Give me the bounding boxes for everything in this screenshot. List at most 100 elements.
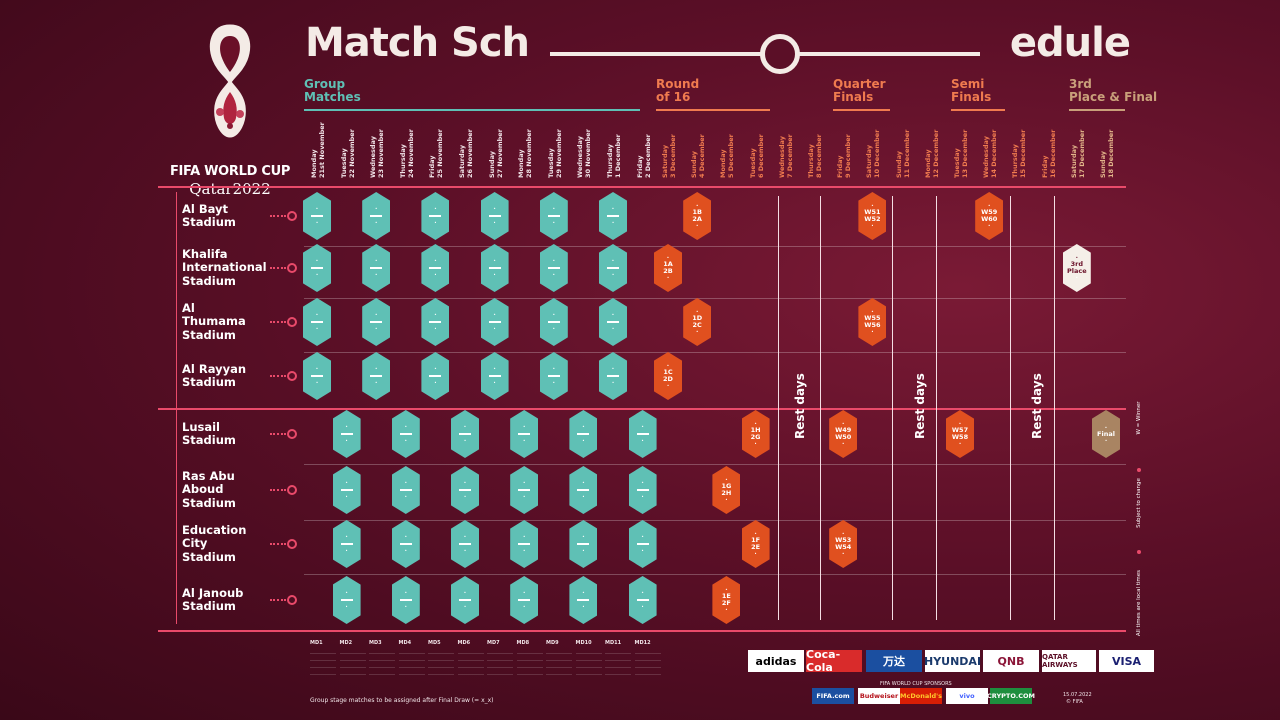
match-teams-line	[429, 267, 442, 269]
group-match[interactable]: • •	[539, 192, 568, 240]
group-match[interactable]: • •	[539, 298, 568, 346]
knockout-match[interactable]: • 1A 2B •	[654, 244, 682, 292]
group-match[interactable]: • •	[421, 244, 450, 292]
match-teams-line	[459, 489, 471, 491]
group-match[interactable]: • •	[303, 244, 331, 292]
knockout-match[interactable]: • W49 W50 •	[829, 410, 858, 458]
knockout-match[interactable]: • 1H 2G •	[741, 410, 770, 458]
group-match[interactable]: • •	[451, 576, 479, 624]
group-match[interactable]: • •	[480, 244, 509, 292]
group-match[interactable]: • •	[599, 298, 627, 346]
group-match[interactable]: • •	[569, 520, 598, 568]
group-match[interactable]: • •	[362, 192, 391, 240]
group-match[interactable]: • •	[628, 520, 657, 568]
group-match[interactable]: • •	[599, 244, 627, 292]
group-match[interactable]: • •	[628, 410, 657, 458]
match-time: •	[315, 380, 319, 385]
match-number: •	[725, 478, 728, 483]
group-match[interactable]: • •	[332, 576, 361, 624]
group-match[interactable]: • •	[569, 466, 598, 514]
section-divider	[158, 408, 1126, 410]
date-column: Wednesday 14 December	[980, 118, 1002, 180]
group-match[interactable]: • •	[510, 466, 539, 514]
group-match[interactable]: • •	[421, 352, 450, 400]
group-match[interactable]: • •	[303, 192, 331, 240]
group-match[interactable]: • •	[628, 576, 657, 624]
draw-pairing	[457, 647, 484, 654]
third-place-match[interactable]: • 3rd Place •	[1062, 244, 1091, 292]
knockout-match[interactable]: • 1C 2D •	[654, 352, 682, 400]
draw-note: Group stage matches to be assigned after…	[310, 697, 494, 704]
group-match[interactable]: • •	[510, 520, 539, 568]
knockout-match[interactable]: • 1E 2F •	[712, 576, 741, 624]
group-match[interactable]: • •	[451, 410, 479, 458]
draw-pairing	[575, 668, 602, 675]
draw-heading: MD6	[457, 640, 471, 646]
draw-pairing	[605, 661, 631, 668]
match-teams-line	[636, 433, 649, 435]
knockout-match[interactable]: • W55 W56 •	[858, 298, 887, 346]
knockout-match[interactable]: • 1B 2A •	[683, 192, 712, 240]
group-match[interactable]: • •	[480, 192, 509, 240]
group-match[interactable]: • •	[362, 352, 391, 400]
group-match[interactable]: • •	[303, 298, 331, 346]
match-number: •	[493, 313, 496, 318]
draw-pairing	[428, 668, 454, 675]
group-match[interactable]: • •	[569, 410, 598, 458]
date-column: Monday 5 December	[717, 118, 739, 180]
group-match[interactable]: • •	[539, 352, 568, 400]
date-column: Saturday 10 December	[863, 118, 885, 180]
group-match[interactable]: • •	[391, 466, 420, 514]
draw-column: MD4	[398, 640, 425, 675]
match-time: •	[523, 494, 526, 499]
stage-label: Group Matches	[304, 77, 361, 104]
match-number: •	[841, 532, 845, 537]
group-match[interactable]: • •	[421, 298, 450, 346]
group-match[interactable]: • •	[510, 410, 539, 458]
group-match[interactable]: • •	[332, 466, 361, 514]
knockout-match[interactable]: • W53 W54 •	[829, 520, 858, 568]
group-match[interactable]: • •	[628, 466, 657, 514]
stadium-name: Ras Abu Aboud Stadium	[182, 468, 236, 510]
group-match[interactable]: • •	[391, 520, 420, 568]
group-match[interactable]: • •	[451, 520, 479, 568]
group-match[interactable]: • •	[451, 466, 479, 514]
knockout-match[interactable]: • 1D 2C •	[683, 298, 712, 346]
group-match[interactable]: • •	[391, 576, 420, 624]
match-teams-line	[488, 267, 501, 269]
group-match[interactable]: • •	[599, 192, 627, 240]
final-match[interactable]: • Final •	[1092, 410, 1120, 458]
group-match[interactable]: • •	[599, 352, 627, 400]
match-teams-line	[547, 321, 560, 323]
group-match[interactable]: • •	[332, 410, 361, 458]
knockout-match[interactable]: • W59 W60 •	[975, 192, 1004, 240]
group-match[interactable]: • •	[510, 576, 539, 624]
knockout-match[interactable]: • W51 W52 •	[858, 192, 887, 240]
group-match[interactable]: • •	[362, 244, 391, 292]
group-match[interactable]: • •	[303, 352, 331, 400]
date-label: Friday 2 December	[635, 134, 652, 178]
group-match[interactable]: • •	[421, 192, 450, 240]
group-match[interactable]: • •	[362, 298, 391, 346]
knockout-match[interactable]: • 1G 2H •	[712, 466, 741, 514]
knockout-match[interactable]: • 1F 2E •	[741, 520, 770, 568]
draw-pairing	[339, 661, 366, 668]
match-time: •	[463, 604, 467, 609]
stadium-name: Lusail Stadium	[182, 419, 236, 447]
group-match[interactable]: • •	[569, 576, 598, 624]
group-match[interactable]: • •	[332, 520, 361, 568]
match-number: •	[987, 204, 991, 209]
group-match[interactable]: • •	[480, 298, 509, 346]
stadium-name: Al Thumama Stadium	[182, 300, 246, 342]
draw-pairing	[546, 647, 572, 654]
date-column: Thursday 15 December	[1009, 118, 1031, 180]
draw-heading: MD12	[634, 640, 651, 646]
match-time: •	[375, 380, 378, 385]
group-match[interactable]: • •	[480, 352, 509, 400]
group-match[interactable]: • •	[539, 244, 568, 292]
group-match[interactable]: • •	[391, 410, 420, 458]
match-number: •	[695, 310, 699, 315]
match-teams: W51 W52	[864, 208, 881, 223]
date-label: Thursday 24 November	[398, 129, 415, 178]
knockout-match[interactable]: • W57 W58 •	[946, 410, 974, 458]
